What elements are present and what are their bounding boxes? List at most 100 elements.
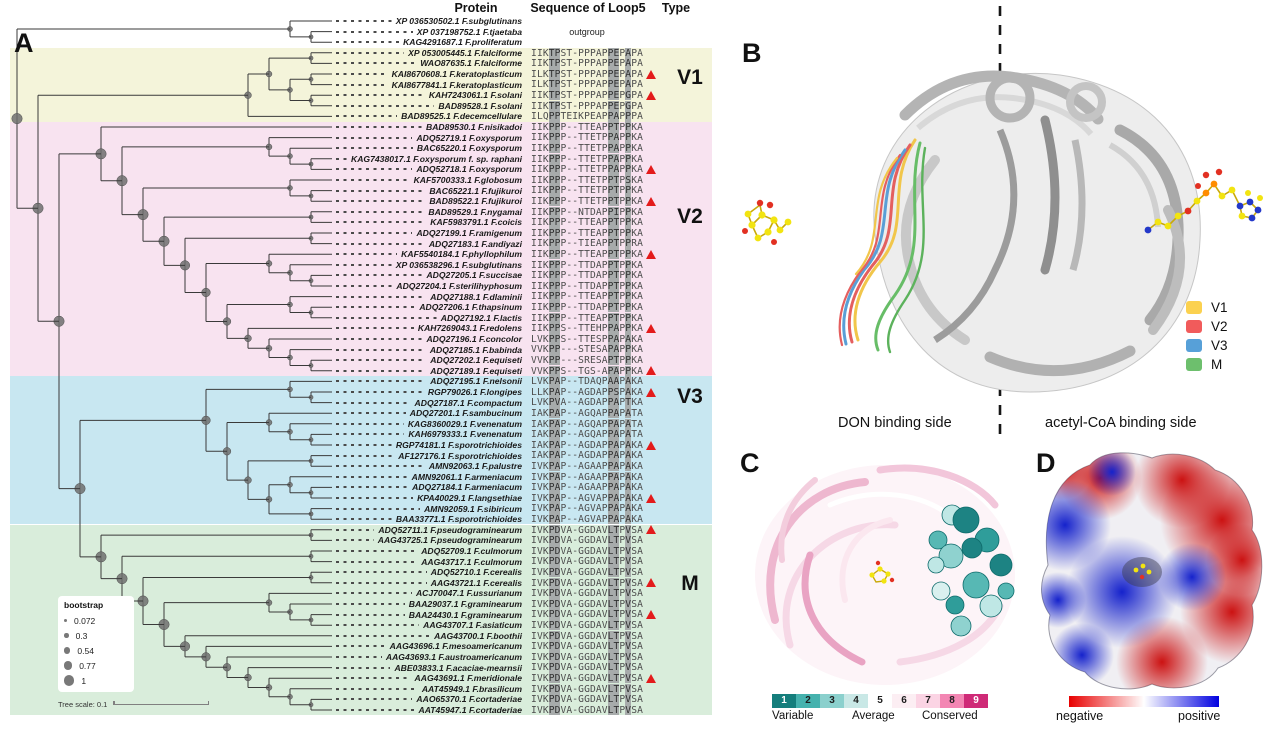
branch-dash-leader: [336, 613, 405, 616]
bootstrap-legend-entry: 0.54: [64, 643, 128, 658]
branch-dash-leader: [336, 528, 375, 531]
structure-legend-V2: V2: [1186, 318, 1228, 334]
leaf-label: XP 036538296.1 F.subglutinans: [395, 259, 522, 270]
leaf-label: AAG43700.1 F.boothii: [434, 630, 522, 641]
leaf-label: AF127176.1 F.sporotrichioides: [398, 450, 522, 461]
loop5-colored-bundle: [838, 138, 927, 354]
leaf-label: ADQ27202.1 F.equiseti: [430, 355, 522, 366]
leaf-label: ADQ27201.1 F.sambucinum: [409, 408, 522, 419]
tree-leaf-row: BAA24430.1 F.graminearum: [334, 609, 522, 620]
conservation-scale-cell: 4: [844, 694, 868, 708]
legend-label: V2: [1211, 318, 1228, 334]
tree-leaf-row: KAH6979333.1 F.venenatum: [334, 429, 522, 440]
leaf-label: AAG43721.1 F.cerealis: [430, 577, 522, 588]
marker-triangle-icon: [646, 387, 656, 397]
tree-leaf-row: ADQ52709.1 F.culmorum: [334, 546, 522, 557]
tree-leaf-row: AAG43691.1 F.meridionale: [334, 673, 522, 684]
branch-dash-leader: [336, 624, 420, 627]
conservation-scale-cell: 2: [796, 694, 820, 708]
branch-dash-leader: [336, 30, 413, 33]
tree-leaf-row: ADQ27188.1 F.dlaminii: [334, 291, 522, 302]
tree-scale-label: Tree scale: 0.1: [58, 700, 108, 709]
branch-dash-leader: [336, 284, 393, 287]
don-ligand: [742, 199, 792, 245]
leaf-label: ADQ27205.1 F.succisae: [426, 270, 522, 281]
tree-leaf-row: XP 037198752.1 F.tjaetaba: [334, 26, 522, 37]
tree-leaf-row: RGP79026.1 F.longipes: [334, 387, 522, 398]
leaf-label: KAI8670608.1 F.keratoplasticum: [391, 68, 522, 79]
leaf-label: ABE03833.1 F.acaciae-mearnsii: [394, 662, 522, 673]
branch-dash-leader: [336, 136, 413, 139]
bootstrap-dot-icon: [64, 647, 71, 654]
legend-swatch: [1186, 319, 1202, 333]
branch-dash-leader: [336, 125, 422, 128]
tree-leaf-row: BAA29037.1 F.graminearum: [334, 599, 522, 610]
bootstrap-legend-entry: 0.77: [64, 658, 128, 673]
branch-dash-leader: [336, 200, 426, 203]
leaf-label: AMN92059.1 F.sibiricum: [424, 503, 522, 514]
leaf-label: ADQ27187.1 F.compactum: [414, 397, 522, 408]
scale-variable-label: Variable: [772, 710, 814, 722]
leaf-label: ADQ27192.1 F.lactis: [440, 312, 522, 323]
branch-dash-leader: [336, 178, 410, 181]
branch-dash-leader: [336, 221, 427, 224]
branch-dash-leader: [336, 687, 418, 690]
leaf-label: BAD89530.1 F.nisikadoi: [425, 121, 522, 132]
branch-dash-leader: [336, 62, 417, 65]
leaf-label: AAG43691.1 F.meridionale: [414, 673, 522, 684]
electrostatic-gradient-bar: [1069, 696, 1219, 707]
legend-label: V3: [1211, 337, 1228, 353]
type-label-V1: V1: [677, 66, 703, 89]
branch-dash-leader: [336, 253, 398, 256]
tree-leaf-row: XP 053005445.1 F.falciforme: [334, 48, 522, 59]
leaf-label: AAO65370.1 F.cortaderiae: [416, 694, 522, 705]
tree-leaf-row: KAF5983791.1 F.coicis: [334, 217, 522, 228]
tree-leaf-row: BAD89530.1 F.nisikadoi: [334, 122, 522, 133]
leaf-label: ADQ52711.1 F.pseudograminearum: [378, 524, 522, 535]
tree-leaf-row: KAH7269043.1 F.redolens: [334, 323, 522, 334]
tree-leaf-row: ADQ27206.1 F.thapsinum: [334, 302, 522, 313]
bootstrap-dot-icon: [64, 619, 67, 622]
tree-leaf-row: AAG43700.1 F.boothii: [334, 631, 522, 642]
tree-leaf-row: ADQ27204.1 F.sterilihyphosum: [334, 281, 522, 292]
acetyl-coa-binding-side-label: acetyl-CoA binding side: [1045, 415, 1197, 431]
leaf-label: BAD89528.1 F.solani: [438, 100, 522, 111]
branch-dash-leader: [336, 242, 425, 245]
tree-leaf-row: ACJ70047.1 F.ussurianum: [334, 588, 522, 599]
legend-label: M: [1211, 356, 1223, 372]
bootstrap-dot-icon: [64, 675, 75, 686]
leaf-label: KAF5540184.1 F.phyllophilum: [401, 249, 522, 260]
branch-dash-leader: [336, 263, 392, 266]
legend-swatch: [1186, 300, 1202, 314]
tree-leaf-row: AMN92063.1 F.palustre: [334, 461, 522, 472]
bootstrap-value: 0.3: [75, 630, 88, 641]
leaf-label: XP 037198752.1 F.tjaetaba: [416, 26, 522, 37]
structure-legend-V1: V1: [1186, 299, 1228, 315]
tree-leaf-row: KAF5700333.1 F.globosum: [334, 175, 522, 186]
group-band-V3: [10, 376, 712, 525]
tree-leaf-row: AAT45949.1 F.brasilicum: [334, 684, 522, 695]
branch-dash-leader: [336, 581, 427, 584]
marker-triangle-icon: [646, 673, 656, 683]
leaf-label: ADQ52718.1 F.oxysporum: [416, 164, 522, 175]
leaf-label: KAG8360029.1 F.venenatum: [407, 418, 522, 429]
leaf-label: AAG43696.1 F.mesoamericanum: [389, 641, 522, 652]
column-header-protein: Protein: [454, 1, 498, 15]
